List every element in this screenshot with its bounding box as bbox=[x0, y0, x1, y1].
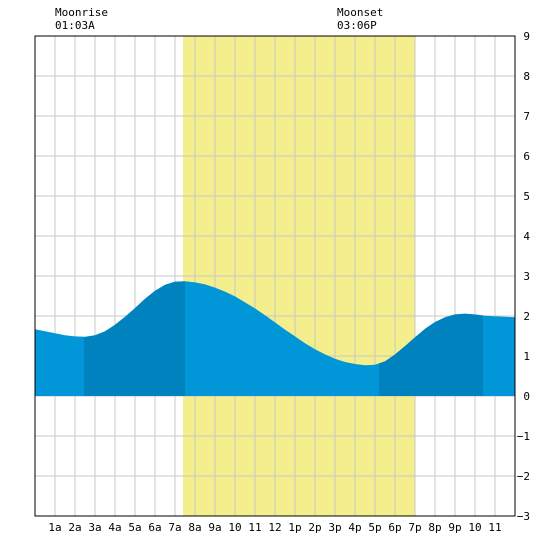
x-tick-label: 7a bbox=[168, 521, 181, 534]
y-tick-label: −3 bbox=[517, 510, 530, 523]
y-tick-label: 5 bbox=[523, 190, 530, 203]
x-tick-label: 1p bbox=[288, 521, 301, 534]
moonrise-time: 01:03A bbox=[55, 19, 95, 32]
y-tick-label: 8 bbox=[523, 70, 530, 83]
y-tick-label: 1 bbox=[523, 350, 530, 363]
x-tick-label: 9p bbox=[448, 521, 461, 534]
moonset-label: Moonset bbox=[337, 6, 384, 19]
x-tick-label: 8a bbox=[188, 521, 201, 534]
plot-border bbox=[34, 35, 516, 517]
x-tick-label: 4p bbox=[348, 521, 361, 534]
y-tick-label: 0 bbox=[523, 390, 530, 403]
y-tick-label: 3 bbox=[523, 270, 530, 283]
y-tick-label: 4 bbox=[523, 230, 530, 243]
moonset-time: 03:06P bbox=[337, 19, 377, 32]
x-tick-label: 3a bbox=[88, 521, 101, 534]
x-tick-label: 2p bbox=[308, 521, 321, 534]
x-tick-label: 5p bbox=[368, 521, 381, 534]
x-tick-label: 4a bbox=[108, 521, 121, 534]
x-tick-label: 5a bbox=[128, 521, 141, 534]
x-tick-label: 2a bbox=[68, 521, 81, 534]
x-tick-label: 7p bbox=[408, 521, 421, 534]
x-tick-label: 3p bbox=[328, 521, 341, 534]
y-tick-label: −2 bbox=[517, 470, 530, 483]
y-tick-label: 9 bbox=[523, 30, 530, 43]
y-tick-label: 2 bbox=[523, 310, 530, 323]
x-tick-label: 1a bbox=[48, 521, 61, 534]
x-tick-label: 6p bbox=[388, 521, 401, 534]
x-tick-label: 10 bbox=[468, 521, 481, 534]
x-tick-label: 9a bbox=[208, 521, 221, 534]
x-tick-label: 11 bbox=[488, 521, 501, 534]
y-tick-label: −1 bbox=[517, 430, 530, 443]
x-axis-tick-labels: 1a 2a 3a 4a 5a 6a 7a 8a 9a 10 11 12 1p 2p 3p 4p 5p 6p 7p 8p… bbox=[48, 521, 501, 534]
y-axis-tick-labels: −3 −2 −1 0 1 2 3 4 5 6 7 8 9 bbox=[517, 30, 531, 523]
moonrise-label: Moonrise bbox=[55, 6, 108, 19]
x-tick-label: 10 bbox=[228, 521, 241, 534]
x-tick-label: 12 bbox=[268, 521, 281, 534]
y-tick-label: 6 bbox=[523, 150, 530, 163]
y-tick-label: 7 bbox=[523, 110, 530, 123]
x-tick-label: 11 bbox=[248, 521, 261, 534]
x-tick-label: 6a bbox=[148, 521, 161, 534]
x-tick-label: 8p bbox=[428, 521, 441, 534]
